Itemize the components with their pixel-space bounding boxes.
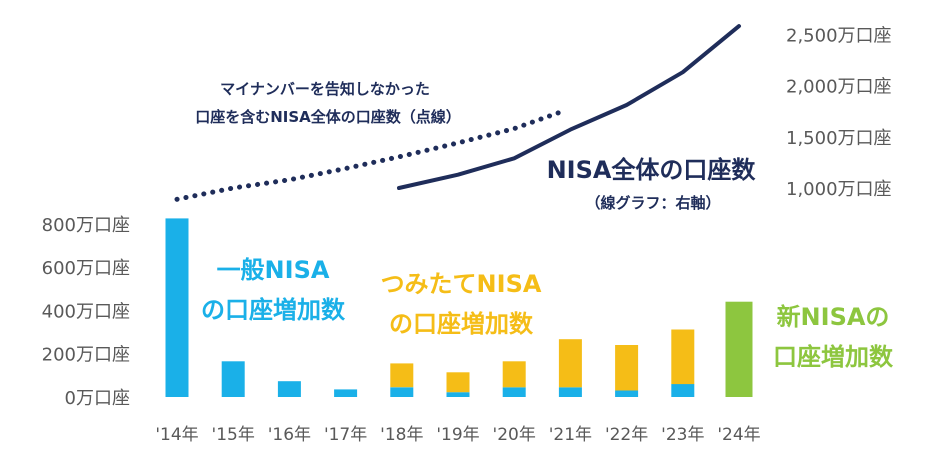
x-tick-label: '19年	[436, 425, 479, 445]
bar-group	[165, 218, 753, 397]
x-tick-label: '24年	[717, 425, 760, 445]
right-axis-tick-label: 2,000万口座	[786, 77, 892, 98]
bar-tsumitate-2020	[502, 361, 526, 388]
bar-general-2019	[446, 392, 470, 397]
x-tick-label: '16年	[268, 425, 311, 445]
left-axis-tick-label: 0万口座	[65, 388, 130, 409]
bar-tsumitate-2022	[615, 345, 639, 391]
total-accounts-incl-unreported-dotted-line	[174, 107, 569, 202]
total-line-title: NISA全体の口座数	[547, 156, 757, 184]
bar-tsumitate-2018	[390, 363, 414, 388]
bar-general-2021	[558, 387, 582, 397]
new-nisa-label-line2: 口座増加数	[773, 343, 894, 371]
tick-group: '14年 '15年 '16年 '17年 '18年 '19年 '20年 '21年 '22年 '23年…	[42, 25, 892, 445]
total-line-subtitle: （線グラフ：右軸）	[585, 194, 720, 212]
tsumitate-nisa-label-line1: つみたてNISA	[381, 270, 542, 298]
bar-general-2014	[165, 218, 189, 397]
bar-general-2022	[615, 390, 639, 397]
right-axis-tick-label: 2,500万口座	[786, 25, 892, 46]
total-accounts-line	[397, 24, 741, 190]
x-tick-label: '17年	[324, 425, 367, 445]
bar-tsumitate-2021	[558, 339, 582, 388]
bar-tsumitate-2019	[446, 372, 470, 393]
new-nisa-label-line1: 新NISAの	[777, 303, 890, 331]
line-group	[174, 24, 741, 202]
general-nisa-label-line1: 一般NISA	[217, 256, 330, 284]
bar-general-2016	[277, 381, 301, 397]
x-tick-label: '18年	[380, 425, 423, 445]
bar-new-2024	[725, 301, 753, 397]
bar-general-2015	[221, 361, 245, 397]
bar-tsumitate-2023	[671, 329, 695, 385]
x-tick-label: '23年	[661, 425, 704, 445]
dotted-line-note-line1: マイナンバーを告知しなかった	[220, 80, 430, 98]
right-axis-tick-label: 1,000万口座	[786, 179, 892, 200]
bar-general-2017	[334, 389, 358, 397]
bar-general-2023	[671, 384, 695, 397]
general-nisa-label-line2: の口座増加数	[201, 296, 346, 324]
x-tick-label: '21年	[549, 425, 592, 445]
dotted-line-note-line2: 口座を含むNISA全体の口座数（点線）	[195, 108, 461, 126]
left-axis-tick-label: 600万口座	[42, 258, 130, 279]
x-tick-label: '15年	[212, 425, 255, 445]
bar-general-2018	[390, 387, 414, 397]
x-tick-label: '22年	[605, 425, 648, 445]
left-axis-tick-label: 200万口座	[42, 345, 130, 366]
x-tick-label: '14年	[155, 425, 198, 445]
bar-general-2020	[502, 387, 526, 397]
left-axis-tick-label: 800万口座	[42, 215, 130, 236]
tsumitate-nisa-label-line2: の口座増加数	[389, 310, 534, 338]
left-axis-tick-label: 400万口座	[42, 301, 130, 322]
x-tick-label: '20年	[493, 425, 536, 445]
right-axis-tick-label: 1,500万口座	[786, 128, 892, 149]
